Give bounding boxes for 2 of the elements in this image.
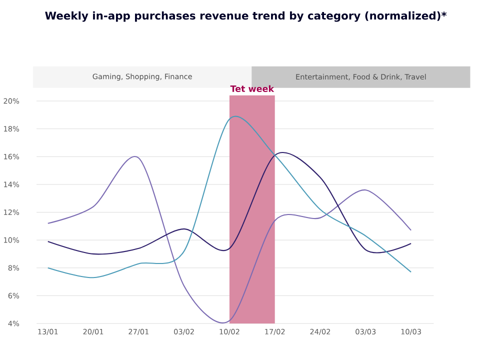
- band-label: Tet week: [230, 85, 274, 92]
- chart-title: Weekly in-app purchases revenue trend by category (normalized)*: [45, 11, 447, 22]
